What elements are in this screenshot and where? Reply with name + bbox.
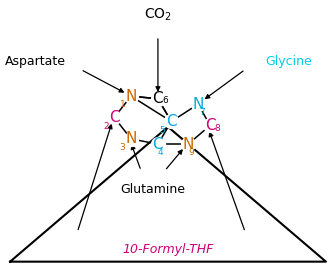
Text: C: C bbox=[153, 91, 163, 106]
Text: N: N bbox=[125, 89, 137, 104]
Text: N: N bbox=[182, 137, 194, 152]
Text: 2: 2 bbox=[103, 121, 109, 131]
Text: 6: 6 bbox=[162, 96, 168, 105]
Text: 10-Formyl-THF: 10-Formyl-THF bbox=[122, 243, 214, 256]
Text: 4: 4 bbox=[158, 148, 163, 157]
Text: Aspartate: Aspartate bbox=[5, 55, 66, 68]
Text: C: C bbox=[166, 114, 177, 129]
Text: N: N bbox=[125, 131, 137, 146]
Text: C: C bbox=[205, 118, 215, 133]
Text: 7: 7 bbox=[199, 108, 205, 117]
Text: C: C bbox=[153, 137, 163, 152]
Text: 5: 5 bbox=[159, 125, 165, 135]
Text: 9: 9 bbox=[188, 148, 195, 157]
Text: 1: 1 bbox=[120, 100, 126, 109]
Text: 8: 8 bbox=[214, 124, 220, 133]
Text: C: C bbox=[109, 110, 120, 125]
Text: CO$_2$: CO$_2$ bbox=[144, 6, 172, 23]
Text: Glutamine: Glutamine bbox=[120, 183, 185, 196]
Text: Glycine: Glycine bbox=[265, 55, 312, 68]
Text: N: N bbox=[193, 97, 204, 112]
Text: 3: 3 bbox=[120, 143, 126, 152]
